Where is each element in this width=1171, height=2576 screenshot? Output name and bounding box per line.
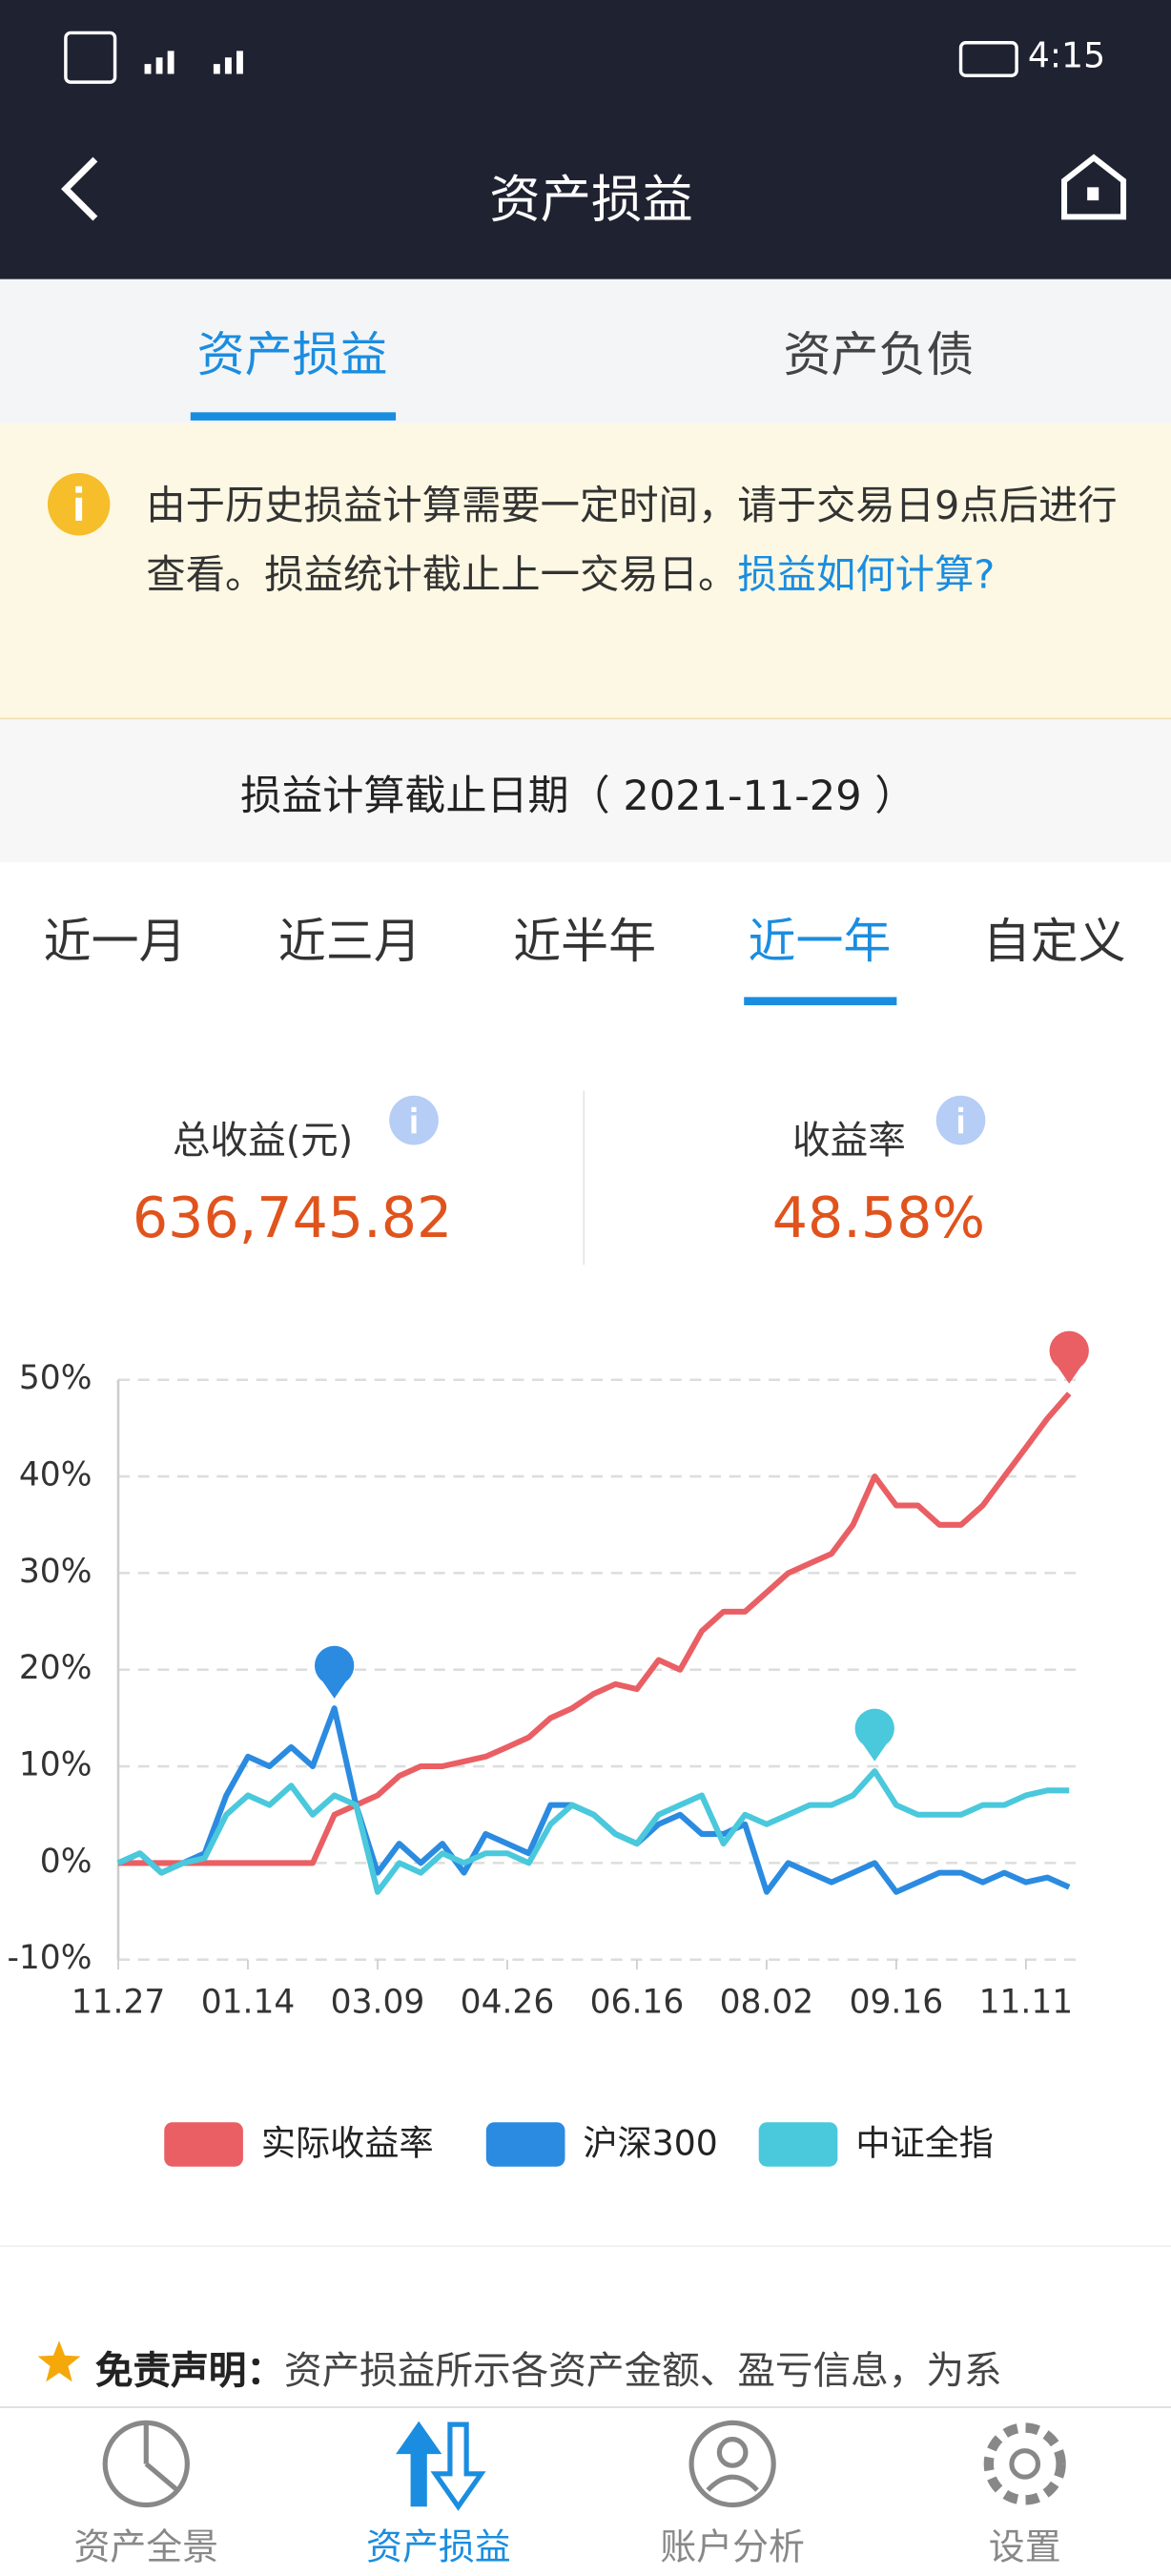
clock: 4:15 (1027, 35, 1106, 76)
divider (583, 1090, 586, 1266)
legend-label: 实际收益率 (261, 2122, 434, 2163)
date-row (0, 719, 1171, 863)
disclaimer-text: 资产损益所示各资产金额、盈亏信息，为系 (283, 2350, 1002, 2394)
top-bar (0, 0, 1171, 279)
y-tick-label: 50% (19, 1359, 92, 1397)
tab[interactable]: 资产负债 (783, 326, 975, 383)
notice-text: 由于历史损益计算需要一定时间，请于交易日9点后进行查看。损益统计截止上一交易日。… (146, 471, 1131, 609)
y-tick-label: 0% (40, 1843, 92, 1881)
battery-icon (958, 41, 1018, 77)
legend-swatch (485, 2122, 565, 2167)
home-door (1087, 187, 1099, 201)
signal-icon (144, 51, 243, 74)
total-value: 636,745.82 (132, 1185, 453, 1252)
rate-value: 48.58% (771, 1185, 986, 1252)
period-underline (744, 997, 897, 1006)
period-tab[interactable]: 近一月 (43, 913, 187, 970)
legend-swatch (164, 2122, 243, 2167)
y-tick-label: 30% (19, 1553, 92, 1591)
x-tick-label: 04.26 (461, 1984, 555, 2022)
nav-icon[interactable] (983, 2422, 1066, 2505)
tab-bar (0, 278, 1171, 424)
notice-box (0, 423, 1171, 720)
y-tick-label: 10% (19, 1746, 92, 1784)
y-tick-label: -10% (7, 1939, 92, 1977)
notice-link[interactable]: 损益如何计算? (737, 551, 996, 598)
x-tick-label: 03.09 (331, 1984, 425, 2022)
chart: -10% 0% 10% 20% 30% 40% 50% 11.27 01.14 03.09 04.2… (7, 1330, 1089, 2167)
peak-pin-head (314, 1645, 355, 1686)
info-icon[interactable] (935, 1094, 991, 1150)
home-button[interactable] (1061, 154, 1127, 220)
header-title: 资产损益 (489, 171, 693, 231)
nav-icons (102, 2420, 1066, 2511)
star-icon (37, 2340, 81, 2382)
sim-icon (64, 31, 117, 84)
peak-pin-head (854, 1708, 894, 1749)
period-tab[interactable]: 近半年 (513, 913, 657, 970)
y-tick-label: 20% (19, 1649, 92, 1687)
info-icon[interactable] (387, 1094, 443, 1150)
nav-icon[interactable] (688, 2420, 776, 2508)
period-tab[interactable]: 近一年 (748, 913, 892, 970)
bottom-nav (0, 2406, 1171, 2576)
nav-label[interactable]: 账户分析 (660, 2527, 805, 2569)
nav-label[interactable]: 资产损益 (366, 2527, 511, 2569)
x-tick-label: 01.14 (201, 1984, 296, 2022)
legend-label: 中证全指 (855, 2122, 994, 2163)
nav-label[interactable]: 设置 (988, 2527, 1061, 2569)
y-tick-label: 40% (19, 1456, 92, 1494)
rate-label: 收益率 (792, 1120, 906, 1164)
nav-label[interactable]: 资产全景 (73, 2527, 219, 2569)
period-tab[interactable]: 自定义 (982, 913, 1126, 970)
x-tick-label: 06.16 (590, 1984, 685, 2022)
tab-active[interactable]: 资产损益 (196, 326, 388, 383)
header-icons (61, 31, 1127, 221)
total-label: 总收益(元) (172, 1120, 354, 1164)
x-tick-label: 11.11 (979, 1984, 1074, 2022)
legend-swatch (758, 2122, 838, 2167)
nav-icon[interactable] (396, 2421, 442, 2507)
back-button[interactable] (61, 156, 98, 221)
legend-label: 沪深300 (583, 2122, 717, 2163)
line-series (118, 1391, 1072, 1866)
date-line: 损益计算截止日期（ 2021-11-29 ） (240, 772, 916, 820)
period-tab[interactable]: 近三月 (277, 913, 421, 970)
x-tick-label: 09.16 (850, 1984, 944, 2022)
notice-icon (47, 473, 111, 536)
x-tick-label: 08.02 (720, 1984, 814, 2022)
line-series (116, 1768, 1070, 1895)
tab-underline (190, 412, 397, 421)
divider (0, 2245, 1171, 2248)
notice-body: 由于历史损益计算需要一定时间，请于交易日9点后进行查看。损益统计截止上一交易日。 (146, 483, 1118, 598)
disclaimer: 免责声明：资产损益所示各资产金额、盈亏信息，为系 (95, 2339, 1002, 2396)
x-tick-label: 11.27 (72, 1984, 166, 2022)
peak-pin-head (1049, 1330, 1089, 1371)
disclaimer-label: 免责声明： (94, 2350, 284, 2394)
